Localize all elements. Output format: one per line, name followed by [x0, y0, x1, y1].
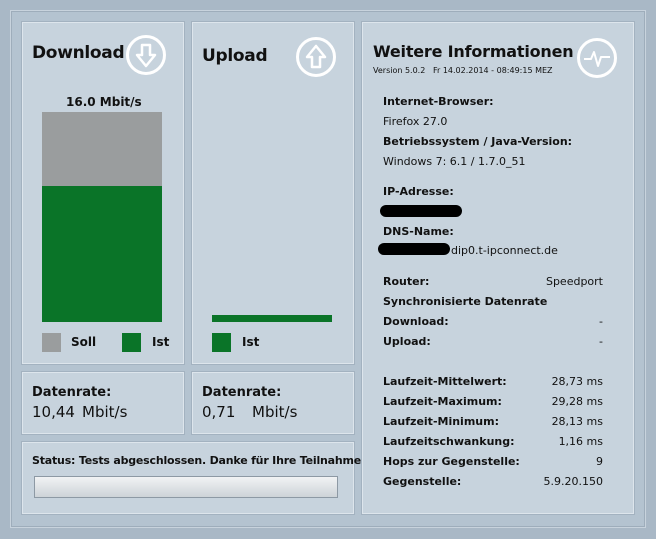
browser-label: Internet-Browser:	[383, 95, 494, 108]
dns-value: dip0.t-ipconnect.de	[451, 244, 558, 257]
test-timestamp: Fr 14.02.2014 - 08:49:15 MEZ	[432, 66, 553, 75]
download-arrow-icon	[126, 35, 166, 75]
status-panel: Status: Tests abgeschlossen. Danke für I…	[22, 442, 366, 514]
status-message: Status: Tests abgeschlossen. Danke für I…	[32, 454, 366, 467]
legend-ist-label: Ist	[152, 335, 170, 349]
jitter-label: Laufzeitschwankung:	[383, 435, 515, 448]
upload-arrow-icon	[296, 37, 336, 77]
upload-rate-panel: Datenrate: 0,71 Mbit/s	[192, 372, 354, 434]
upload-rate-label: Datenrate:	[202, 385, 282, 400]
download-bar-ist	[42, 185, 162, 322]
info-title: Weitere Informationen	[373, 42, 574, 61]
legend-soll-label: Soll	[71, 335, 97, 349]
router-label: Router:	[383, 275, 430, 288]
legend-ist-swatch	[122, 333, 141, 352]
version-text: Version 5.0.2	[373, 66, 426, 75]
download-rate-unit: Mbit/s	[82, 403, 128, 421]
sync-rate-label: Synchronisierte Datenrate	[383, 295, 548, 308]
download-rate-label: Datenrate:	[32, 385, 112, 400]
hops-label: Hops zur Gegenstelle:	[383, 455, 520, 468]
download-rate-panel: Datenrate: 10,44 Mbit/s	[22, 372, 184, 434]
download-bar-soll	[42, 112, 162, 322]
sync-download-label: Download:	[383, 315, 449, 328]
hops-value: 9	[596, 455, 603, 468]
upload-legend-ist-swatch	[212, 333, 231, 352]
ip-redaction	[380, 205, 462, 217]
upload-bar-ist	[212, 315, 332, 322]
version-line: Version 5.0.2 Fr 14.02.2014 - 08:49:15 M…	[373, 66, 553, 75]
dns-redaction	[378, 243, 450, 255]
os-label: Betriebssystem / Java-Version:	[383, 135, 573, 148]
upload-legend-ist-label: Ist	[242, 335, 260, 349]
sync-upload-value: -	[599, 335, 603, 348]
progress-bar-fill	[35, 477, 337, 497]
ip-label: IP-Adresse:	[383, 185, 454, 198]
upload-title: Upload	[202, 46, 268, 66]
upload-rate-unit: Mbit/s	[252, 403, 298, 421]
latency-max-label: Laufzeit-Maximum:	[383, 395, 502, 408]
dns-label: DNS-Name:	[383, 225, 454, 238]
download-panel: Download 16.0 Mbit/s Soll Ist	[22, 22, 184, 364]
latency-min-value: 28,13 ms	[551, 415, 603, 428]
sync-download-value: -	[599, 315, 603, 328]
browser-value: Firefox 27.0	[383, 115, 448, 128]
upload-panel: Upload Ist	[192, 22, 354, 364]
os-value: Windows 7: 6.1 / 1.7.0_51	[383, 155, 526, 168]
jitter-value: 1,16 ms	[558, 435, 603, 448]
remote-host-label: Gegenstelle:	[383, 475, 462, 488]
progress-bar	[34, 476, 338, 498]
legend-soll-swatch	[42, 333, 61, 352]
latency-max-value: 29,28 ms	[551, 395, 603, 408]
download-rate-value: 10,44	[32, 403, 75, 421]
info-panel: Weitere Informationen Version 5.0.2 Fr 1…	[362, 22, 634, 514]
router-value: Speedport	[545, 275, 603, 288]
sync-upload-label: Upload:	[383, 335, 431, 348]
download-title: Download	[32, 43, 125, 63]
upload-rate-value: 0,71	[202, 403, 236, 421]
pulse-monitor-icon	[577, 38, 617, 78]
remote-host-value: 5.9.20.150	[543, 475, 603, 488]
latency-min-label: Laufzeit-Minimum:	[383, 415, 499, 428]
latency-avg-label: Laufzeit-Mittelwert:	[383, 375, 507, 388]
target-speed-label: 16.0 Mbit/s	[66, 95, 142, 109]
latency-avg-value: 28,73 ms	[551, 375, 603, 388]
